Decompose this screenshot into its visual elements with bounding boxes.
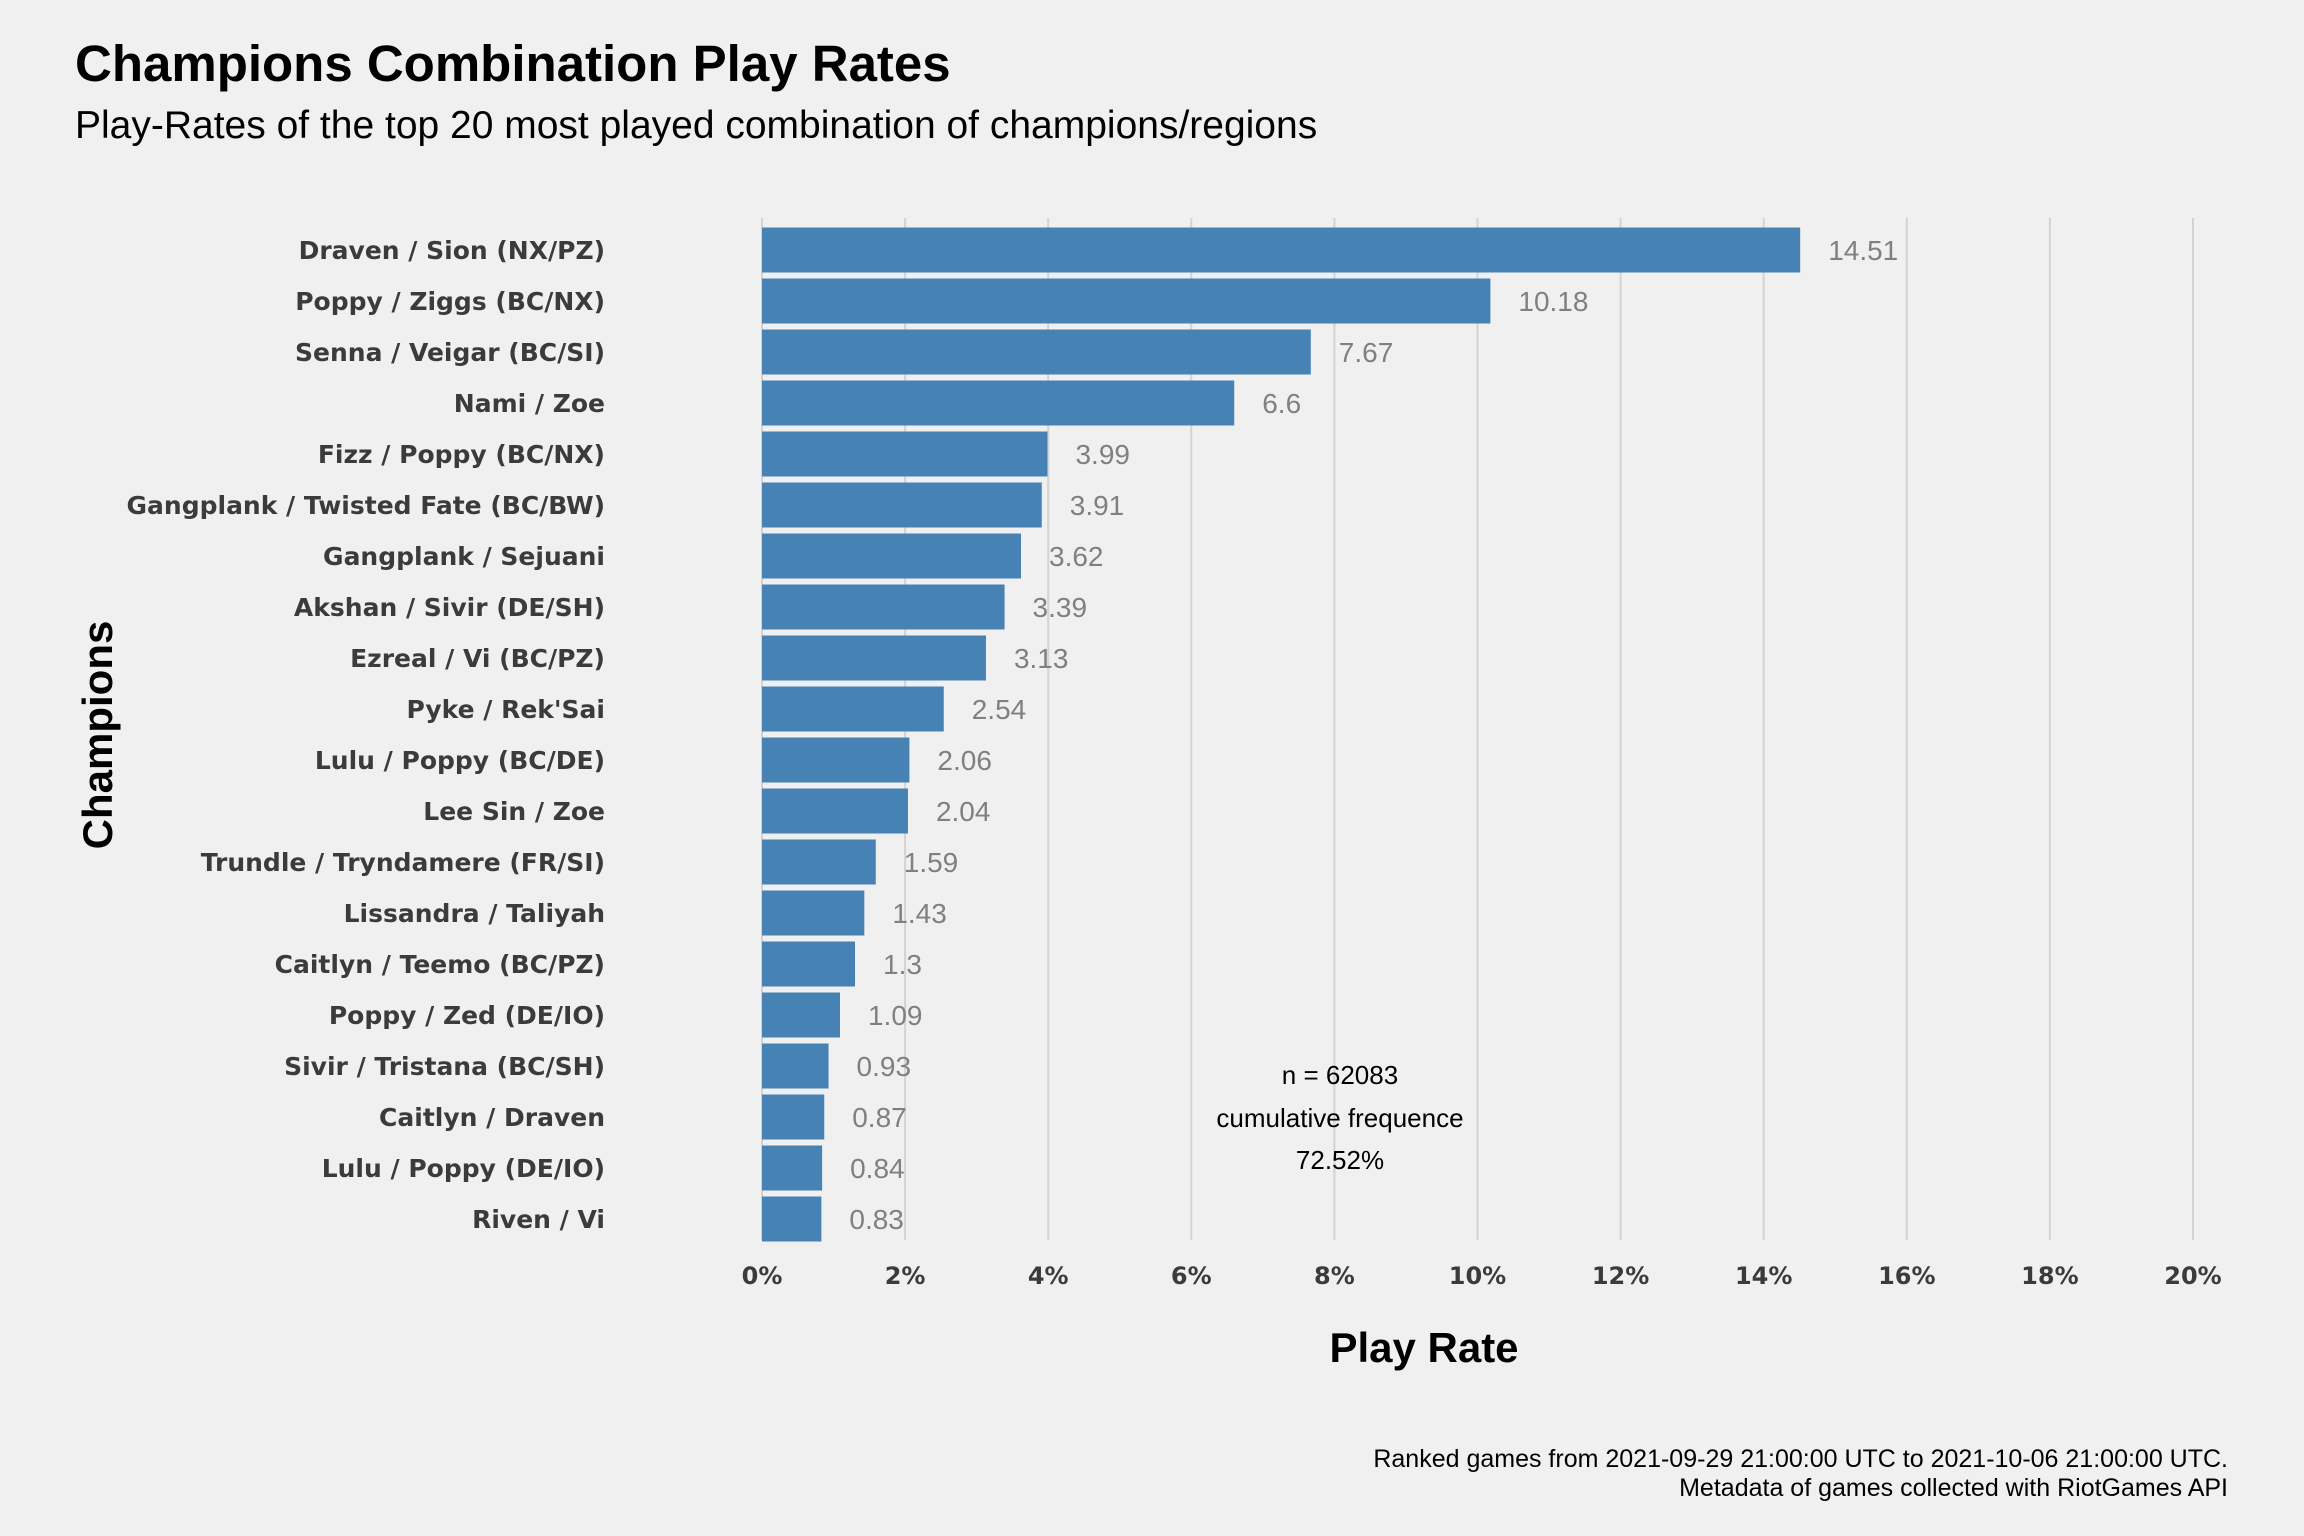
value-label: 2.04 xyxy=(936,796,991,827)
category-label: Nami / Zoe xyxy=(454,389,605,418)
value-label: 3.99 xyxy=(1075,439,1130,470)
category-label: Trundle / Tryndamere (FR/SI) xyxy=(201,848,605,877)
category-label: Ezreal / Vi (BC/PZ) xyxy=(350,644,605,673)
bar xyxy=(762,941,856,987)
bar xyxy=(762,1145,823,1191)
category-label: Caitlyn / Draven xyxy=(379,1103,605,1132)
annotation-percent: 72.52% xyxy=(1296,1145,1384,1175)
value-label: 6.6 xyxy=(1262,388,1301,419)
category-label: Akshan / Sivir (DE/SH) xyxy=(294,593,605,622)
bar xyxy=(762,329,1311,375)
category-label: Riven / Vi xyxy=(472,1205,605,1234)
value-label: 7.67 xyxy=(1339,337,1394,368)
bar xyxy=(762,227,1801,273)
bar xyxy=(762,1196,822,1242)
x-tick-label: 12% xyxy=(1592,1262,1649,1290)
bar xyxy=(762,635,986,681)
value-label: 0.84 xyxy=(850,1153,905,1184)
value-label: 3.91 xyxy=(1070,490,1125,521)
caption: Ranked games from 2021-09-29 21:00:00 UT… xyxy=(1373,1445,2228,1502)
annotation-label: cumulative frequence xyxy=(1216,1103,1463,1133)
bar xyxy=(762,992,840,1038)
x-tick-label: 2% xyxy=(885,1262,926,1290)
category-label: Gangplank / Twisted Fate (BC/BW) xyxy=(127,491,605,520)
bar xyxy=(762,431,1048,477)
bar xyxy=(762,1094,825,1140)
bars xyxy=(762,227,1801,1242)
bar xyxy=(762,533,1022,579)
value-label: 2.06 xyxy=(937,745,992,776)
x-tick-label: 16% xyxy=(1878,1262,1935,1290)
value-label: 1.43 xyxy=(892,898,947,929)
category-label: Draven / Sion (NX/PZ) xyxy=(299,236,605,265)
category-label: Fizz / Poppy (BC/NX) xyxy=(318,440,605,469)
value-labels: 14.51 10.18 7.67 6.6 3.99 3.91 3.62 3.39 3.13 2.5… xyxy=(849,235,1898,1235)
x-tick-label: 10% xyxy=(1449,1262,1506,1290)
chart-subtitle: Play-Rates of the top 20 most played com… xyxy=(75,104,1317,147)
category-label: Poppy / Zed (DE/IO) xyxy=(329,1001,605,1030)
bar xyxy=(762,584,1005,630)
value-label: 0.93 xyxy=(857,1051,912,1082)
value-label: 10.18 xyxy=(1518,286,1588,317)
category-label: Senna / Veigar (BC/SI) xyxy=(295,338,605,367)
value-label: 1.09 xyxy=(868,1000,923,1031)
x-axis-title: Play Rate xyxy=(1329,1324,1518,1371)
category-labels: Draven / Sion (NX/PZ) Poppy / Ziggs (BC/N… xyxy=(127,236,605,1234)
x-tick-label: 8% xyxy=(1314,1262,1355,1290)
bar xyxy=(762,737,910,783)
x-tick-label: 18% xyxy=(2021,1262,2078,1290)
value-label: 2.54 xyxy=(972,694,1027,725)
bar xyxy=(762,1043,829,1089)
bar xyxy=(762,839,876,885)
annotation-n: n = 62083 xyxy=(1282,1060,1398,1090)
category-label: Caitlyn / Teemo (BC/PZ) xyxy=(275,950,605,979)
bar xyxy=(762,686,944,732)
annotation: n = 62083 cumulative frequence 72.52% xyxy=(1216,1060,1463,1175)
x-tick-label: 4% xyxy=(1028,1262,1069,1290)
category-label: Pyke / Rek'Sai xyxy=(407,695,605,724)
category-label: Lulu / Poppy (BC/DE) xyxy=(315,746,605,775)
caption-line-1: Ranked games from 2021-09-29 21:00:00 UT… xyxy=(1373,1445,2228,1473)
value-label: 0.87 xyxy=(852,1102,907,1133)
x-tick-label: 0% xyxy=(742,1262,783,1290)
x-tick-label: 6% xyxy=(1171,1262,1212,1290)
bar xyxy=(762,278,1491,324)
value-label: 3.62 xyxy=(1049,541,1104,572)
value-label: 0.83 xyxy=(849,1204,904,1235)
category-label: Lissandra / Taliyah xyxy=(344,899,605,928)
value-label: 1.59 xyxy=(904,847,959,878)
bar xyxy=(762,890,865,936)
chart-title: Champions Combination Play Rates xyxy=(75,35,951,92)
x-tick-labels: 0% 2% 4% 6% 8% 10% 12% 14% 16% 18% 20% xyxy=(742,1262,2222,1290)
value-label: 3.39 xyxy=(1033,592,1088,623)
category-label: Gangplank / Sejuani xyxy=(323,542,605,571)
value-label: 14.51 xyxy=(1828,235,1898,266)
caption-line-2: Metadata of games collected with RiotGam… xyxy=(1679,1474,2228,1502)
bar xyxy=(762,482,1042,528)
x-tick-label: 14% xyxy=(1735,1262,1792,1290)
category-label: Poppy / Ziggs (BC/NX) xyxy=(295,287,605,316)
bar xyxy=(762,380,1235,426)
category-label: Sivir / Tristana (BC/SH) xyxy=(284,1052,605,1081)
category-label: Lee Sin / Zoe xyxy=(423,797,605,826)
value-label: 3.13 xyxy=(1014,643,1068,674)
x-tick-label: 20% xyxy=(2164,1262,2221,1290)
category-label: Lulu / Poppy (DE/IO) xyxy=(322,1154,605,1183)
y-axis-title: Champions xyxy=(74,621,121,850)
value-label: 1.3 xyxy=(883,949,922,980)
bar xyxy=(762,788,908,834)
